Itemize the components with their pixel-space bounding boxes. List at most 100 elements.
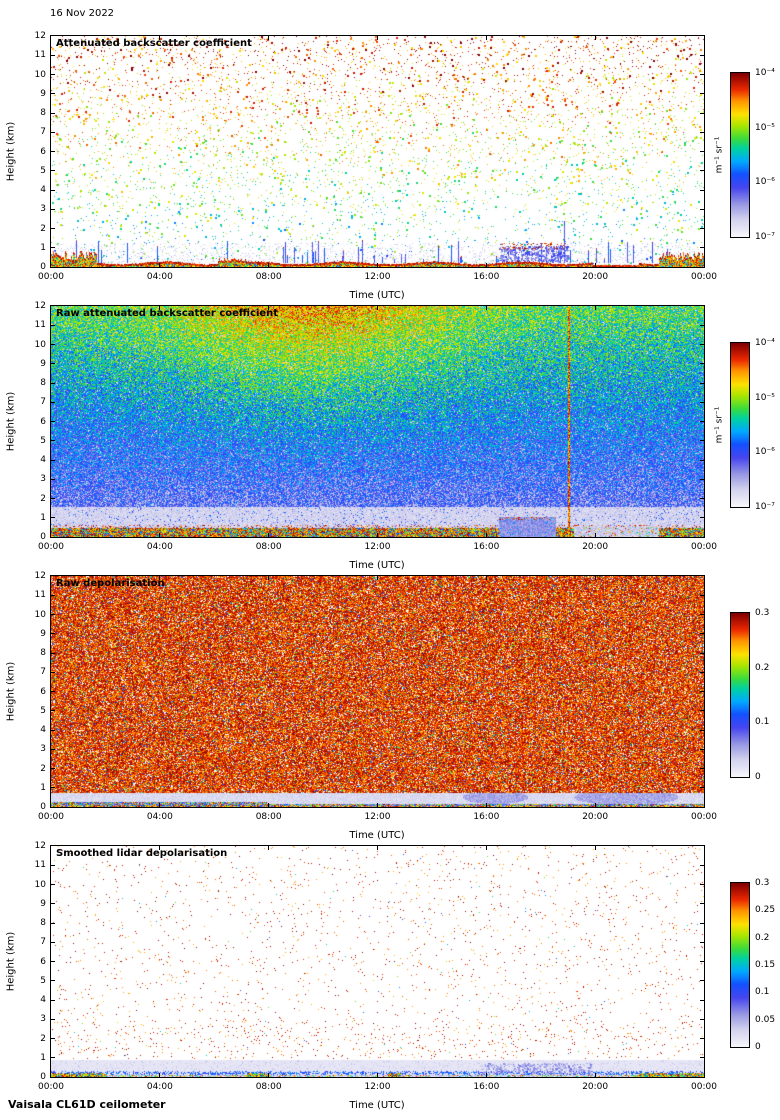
x-tick-mark: [159, 263, 160, 267]
y-tick-label: 11: [34, 860, 46, 871]
y-tick-label: 9: [40, 358, 46, 369]
y-tick-label: 3: [40, 744, 46, 755]
y-tick-mark: [700, 460, 704, 461]
x-tick-label: 16:00: [473, 542, 500, 552]
y-tick-mark: [700, 228, 704, 229]
colorbar-gradient: [730, 72, 750, 238]
colorbar-tick-label: 10⁻⁴: [755, 338, 775, 348]
x-tick-label: 20:00: [582, 272, 609, 282]
x-tick-mark: [377, 803, 378, 807]
y-axis-label: Height (km): [5, 931, 17, 992]
y-axis-label: Height (km): [5, 121, 17, 182]
y-tick-mark: [700, 884, 704, 885]
panel-raw-depolarisation: Height (km) Raw depolarisation Time (UTC…: [0, 571, 780, 845]
colorbar-tick-label: 10⁻⁵: [755, 122, 775, 133]
y-tick-mark: [700, 710, 704, 711]
x-tick-mark: [268, 803, 269, 807]
y-tick-label: 2: [40, 223, 46, 234]
y-tick-mark: [700, 209, 704, 210]
y-tick-mark: [700, 1000, 704, 1001]
colorbar-unit-wrap: m⁻¹ sr⁻¹: [710, 72, 728, 238]
colorbar-unit-wrap: [710, 612, 728, 778]
y-tick-mark: [51, 209, 55, 210]
y-tick-mark: [51, 74, 55, 75]
y-tick-mark: [700, 55, 704, 56]
y-tick-mark: [700, 93, 704, 94]
y-tick-mark: [51, 865, 55, 866]
colorbar-wrap: 0.3 0.2 0.1 0: [730, 608, 780, 782]
x-tick-mark: [486, 36, 487, 40]
x-tick-label: 08:00: [255, 1082, 282, 1092]
y-tick-mark: [700, 247, 704, 248]
x-tick-mark: [268, 1073, 269, 1077]
y-tick-mark: [51, 691, 55, 692]
y-tick-mark: [51, 363, 55, 364]
heatmap-canvas: [51, 36, 704, 267]
x-tick-mark: [377, 533, 378, 537]
x-tick-mark: [595, 533, 596, 537]
x-tick-label: 16:00: [473, 272, 500, 282]
y-tick-mark: [51, 498, 55, 499]
y-tick-mark: [51, 633, 55, 634]
y-tick-mark: [700, 633, 704, 634]
y-tick-label: 0: [40, 532, 46, 542]
colorbar-unit-wrap: [710, 882, 728, 1048]
y-tick-mark: [51, 710, 55, 711]
y-tick-mark: [700, 923, 704, 924]
x-tick-label: 00:00: [38, 272, 64, 282]
y-tick-label: 0: [40, 262, 46, 272]
y-tick-label: 12: [34, 301, 46, 311]
y-tick-mark: [51, 942, 55, 943]
plot-area: Attenuated backscatter coefficient: [50, 35, 705, 268]
colorbar-tick-label: 0.15: [755, 960, 776, 970]
x-tick-label: 12:00: [364, 812, 391, 822]
y-tick-label: 3: [40, 1014, 46, 1025]
y-tick-mark: [700, 691, 704, 692]
y-tick-mark: [700, 1019, 704, 1020]
colorbar-wrap: 0.3 0.25 0.2 0.15 0.1 0.05 0: [730, 878, 780, 1052]
colorbar-gradient: [730, 612, 750, 778]
x-axis-label: Time (UTC): [349, 1100, 405, 1111]
x-tick-mark: [377, 263, 378, 267]
x-tick-mark: [486, 803, 487, 807]
x-tick-label: 04:00: [146, 812, 173, 822]
y-tick-label: 3: [40, 474, 46, 485]
x-tick-mark: [377, 846, 378, 850]
y-tick-label: 7: [40, 937, 46, 948]
x-tick-mark: [486, 576, 487, 580]
y-tick-mark: [700, 325, 704, 326]
y-tick-label: 10: [34, 339, 46, 350]
y-tick-label: 5: [40, 435, 46, 446]
colorbar-unit-label: m⁻¹ sr⁻¹: [714, 406, 725, 444]
colorbar-tick-label: 10⁻⁴: [755, 68, 775, 78]
x-tick-mark: [486, 533, 487, 537]
colorbar-tick-label: 10⁻⁶: [755, 447, 775, 458]
y-tick-label: 5: [40, 165, 46, 176]
panel-attenuated-backscatter: Height (km) Attenuated backscatter coeff…: [0, 31, 780, 305]
y-tick-mark: [51, 903, 55, 904]
y-tick-mark: [700, 74, 704, 75]
y-tick-mark: [51, 672, 55, 673]
x-tick-mark: [159, 533, 160, 537]
x-tick-mark: [377, 576, 378, 580]
y-tick-mark: [51, 1000, 55, 1001]
colorbar-tick-label: 10⁻⁶: [755, 177, 775, 188]
colorbar-tick-label: 0.3: [755, 878, 770, 888]
y-tick-mark: [51, 170, 55, 171]
y-tick-mark: [700, 942, 704, 943]
y-tick-mark: [51, 980, 55, 981]
y-tick-label: 11: [34, 590, 46, 601]
colorbar-tick-label: 0: [755, 772, 761, 782]
y-tick-mark: [51, 402, 55, 403]
y-tick-mark: [700, 865, 704, 866]
y-tick-mark: [700, 170, 704, 171]
plot-area: Smoothed lidar depolarisation: [50, 845, 705, 1078]
colorbar-tick-label: 0: [755, 1042, 761, 1052]
x-tick-mark: [268, 263, 269, 267]
y-tick-mark: [51, 132, 55, 133]
y-tick-label: 1: [40, 242, 46, 253]
x-tick-mark: [159, 306, 160, 310]
colorbar-tick-label: 0.25: [755, 905, 776, 916]
plot-area: Raw depolarisation: [50, 575, 705, 808]
y-tick-mark: [700, 595, 704, 596]
